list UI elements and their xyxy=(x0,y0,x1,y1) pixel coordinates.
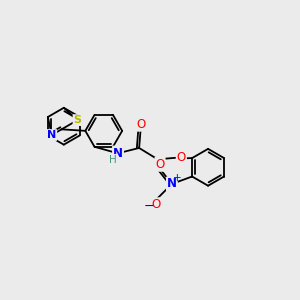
Text: O: O xyxy=(177,151,186,164)
Text: H: H xyxy=(110,155,117,165)
Text: N: N xyxy=(113,146,123,160)
Text: N: N xyxy=(167,177,177,190)
Text: O: O xyxy=(136,118,145,131)
Text: O: O xyxy=(155,158,165,171)
Text: S: S xyxy=(74,115,82,125)
Text: +: + xyxy=(172,173,181,183)
Text: N: N xyxy=(47,130,56,140)
Text: O: O xyxy=(151,198,160,211)
Text: −: − xyxy=(144,200,154,213)
